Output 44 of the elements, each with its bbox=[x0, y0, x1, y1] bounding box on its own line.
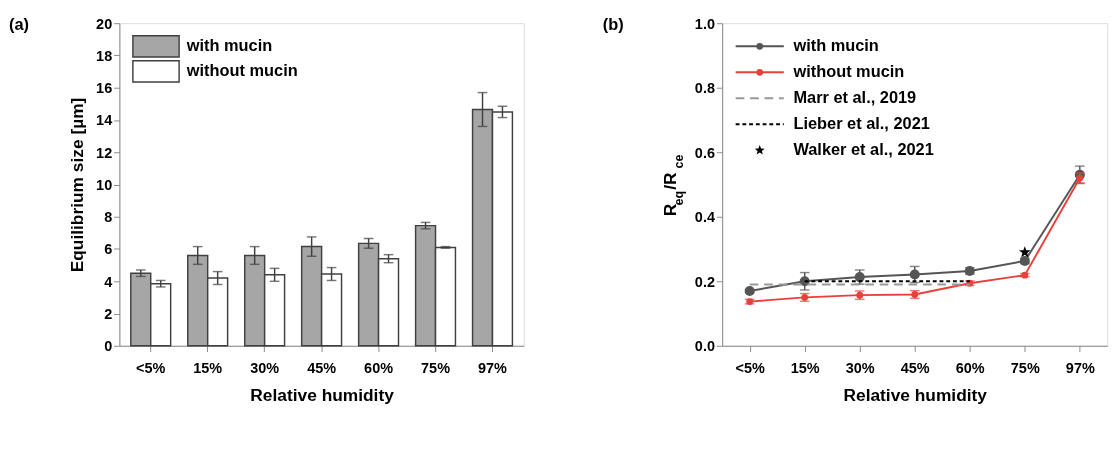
x-tick-label: 97% bbox=[1065, 360, 1095, 377]
x-tick-label: 30% bbox=[250, 360, 280, 377]
x-tick-label: 60% bbox=[955, 360, 985, 377]
x-tick-label: 97% bbox=[478, 360, 508, 377]
y-tick-label: 6 bbox=[104, 241, 113, 258]
y-tick-label: 0 bbox=[104, 338, 113, 355]
y-tick-label: 0.2 bbox=[694, 273, 715, 290]
legend-label: Marr et al., 2019 bbox=[793, 88, 917, 107]
y-tick-label: 20 bbox=[96, 15, 113, 32]
y-tick-label: 0.0 bbox=[694, 338, 715, 355]
x-tick-label: 45% bbox=[307, 360, 337, 377]
x-tick-label: 15% bbox=[790, 360, 820, 377]
y-tick-label: 4 bbox=[104, 273, 113, 290]
x-axis-title: Relative humidity bbox=[250, 385, 395, 406]
y-tick-label: 16 bbox=[96, 80, 113, 97]
legend-label: Lieber et al., 2021 bbox=[793, 114, 930, 133]
y-tick-label: 0.6 bbox=[694, 144, 715, 161]
y-axis-title: Equilibrium size [µm] bbox=[66, 97, 87, 273]
chart-title: (b) bbox=[602, 14, 624, 33]
y-tick-label: 12 bbox=[96, 144, 113, 161]
legend-label: Walker et al., 2021 bbox=[793, 140, 934, 159]
y-tick-label: 2 bbox=[104, 305, 113, 322]
y-tick-label: 8 bbox=[104, 209, 113, 226]
x-tick-label: 15% bbox=[193, 360, 223, 377]
y-tick-label: 1.0 bbox=[694, 15, 715, 32]
x-tick-label: 75% bbox=[1010, 360, 1040, 377]
y-axis-title: Req/Rce bbox=[659, 154, 686, 217]
legend-label: without mucin bbox=[185, 61, 298, 80]
x-axis-title: Relative humidity bbox=[843, 385, 988, 406]
x-tick-label: 30% bbox=[845, 360, 875, 377]
chart-title: (a) bbox=[8, 14, 29, 33]
x-tick-label: 75% bbox=[421, 360, 451, 377]
y-tick-label: 10 bbox=[96, 176, 113, 193]
x-tick-label: <5% bbox=[136, 360, 166, 377]
x-tick-label: 60% bbox=[364, 360, 394, 377]
y-tick-label: 0.4 bbox=[694, 209, 715, 226]
x-tick-label: 45% bbox=[900, 360, 930, 377]
legend-label: without mucin bbox=[792, 62, 905, 81]
y-tick-label: 14 bbox=[96, 112, 113, 129]
y-tick-label: 18 bbox=[96, 47, 113, 64]
x-tick-label: <5% bbox=[735, 360, 765, 377]
legend-label: with mucin bbox=[792, 36, 879, 55]
legend-label: with mucin bbox=[185, 36, 273, 55]
y-tick-label: 0.8 bbox=[694, 80, 715, 97]
